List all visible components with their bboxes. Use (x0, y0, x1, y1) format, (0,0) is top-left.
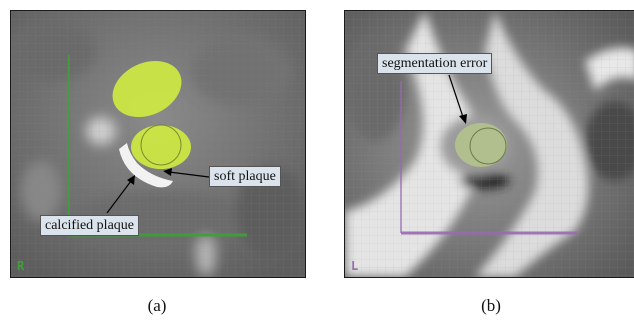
segmentation-overlay-lower (131, 125, 191, 169)
ct-scan-b (345, 11, 634, 277)
orientation-label-b: L (351, 259, 359, 273)
panel-a: soft plaque calcified plaque R (10, 10, 306, 278)
soft-plaque-arrow (168, 171, 210, 178)
segmentation-overlay-b (455, 123, 507, 167)
calcified-plaque-label: calcified plaque (40, 215, 140, 236)
calcified-plaque-arrow (106, 180, 132, 214)
panel-b: segmentation error L (344, 10, 634, 278)
segmentation-overlay-upper (112, 60, 182, 118)
vessel-lumen-contour (140, 124, 182, 166)
soft-plaque-label: soft plaque (209, 166, 281, 187)
orientation-label-a: R (17, 259, 25, 273)
segmentation-error-label: segmentation error (377, 53, 493, 74)
calcified-plaque-region (119, 143, 173, 188)
ct-scan-a (11, 11, 305, 277)
caption-b: (b) (481, 296, 501, 315)
segmentation-error-arrow (448, 74, 464, 118)
vessel-lumen-contour-b (469, 127, 507, 165)
caption-a: (a) (147, 296, 167, 315)
